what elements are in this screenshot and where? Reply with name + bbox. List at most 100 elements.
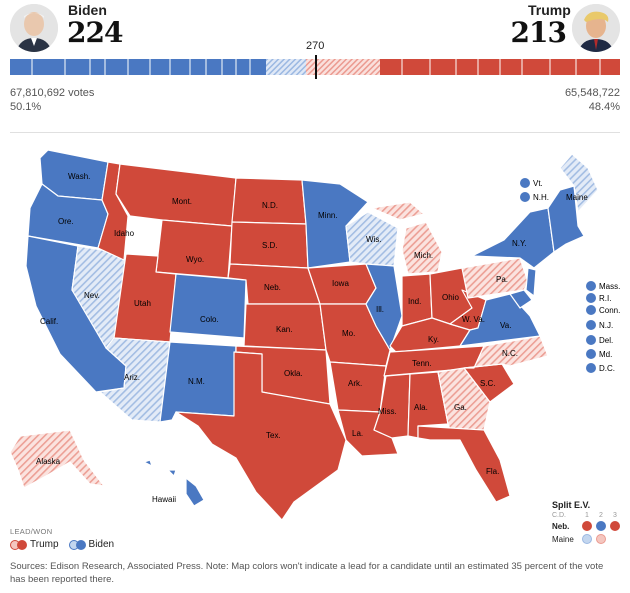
label-va: Va. xyxy=(500,321,511,330)
marker-vt[interactable] xyxy=(520,178,530,188)
state-ill[interactable] xyxy=(365,263,403,351)
state-colo[interactable] xyxy=(169,273,247,339)
label-vt: Vt. xyxy=(533,179,543,188)
marker-nh[interactable] xyxy=(520,192,530,202)
marker-nj[interactable] xyxy=(586,320,596,330)
label-nd: N.D. xyxy=(262,201,278,210)
trump-legend-swatch xyxy=(10,539,27,550)
footnote: Sources: Edison Research, Associated Pre… xyxy=(10,561,604,585)
neb-cd2-dot xyxy=(596,521,606,531)
legend-biden: Biden xyxy=(88,539,115,550)
label-nm: N.M. xyxy=(188,377,205,386)
label-kan: Kan. xyxy=(276,325,292,334)
maine-cd2-dot xyxy=(596,534,606,544)
header-divider xyxy=(10,132,620,133)
label-mont: Mont. xyxy=(172,197,192,206)
label-minn: Minn. xyxy=(318,211,338,220)
threshold-label: 270 xyxy=(306,40,325,52)
marker-del[interactable] xyxy=(586,335,596,345)
state-maine[interactable] xyxy=(559,153,599,213)
split-ev-neb: Neb. xyxy=(552,521,570,531)
label-ariz: Ariz. xyxy=(124,373,140,382)
biden-name: Biden xyxy=(68,2,107,18)
label-ala: Ala. xyxy=(414,403,428,412)
label-ill: Ill. xyxy=(376,305,384,314)
label-nev: Nev. xyxy=(84,291,100,300)
label-sc: S.C. xyxy=(480,379,496,388)
trump-name: Trump xyxy=(528,2,571,18)
split-ev-col-1: 1 xyxy=(585,512,589,519)
label-la: La. xyxy=(352,429,363,438)
label-nj: N.J. xyxy=(599,321,613,330)
label-nc: N.C. xyxy=(502,349,518,358)
label-conn: Conn. xyxy=(599,306,620,315)
maine-cd1-dot xyxy=(582,534,592,544)
neb-cd3-dot xyxy=(610,521,620,531)
small-state-markers xyxy=(520,178,596,373)
label-pa: Pa. xyxy=(496,275,508,284)
state-nc[interactable] xyxy=(463,335,549,369)
label-wis: Wis. xyxy=(366,235,382,244)
label-nh: N.H. xyxy=(533,193,549,202)
biden-ev-count: 224 xyxy=(67,16,123,49)
label-ri: R.I. xyxy=(599,294,611,303)
label-ohio: Ohio xyxy=(442,293,459,302)
label-ore: Ore. xyxy=(58,217,74,226)
split-ev-title: Split E.V. xyxy=(552,500,591,510)
split-ev-panel: Split E.V. C.D. 1 2 3 Neb. Maine xyxy=(552,500,622,544)
label-mo: Mo. xyxy=(342,329,355,338)
state-tex[interactable] xyxy=(175,351,347,520)
trump-ev-count: 213 xyxy=(510,16,567,49)
label-hawaii: Hawaii xyxy=(152,495,176,504)
state-wyo[interactable] xyxy=(155,219,233,279)
label-neb: Neb. xyxy=(264,283,281,292)
marker-ri[interactable] xyxy=(586,293,596,303)
label-del: Del. xyxy=(599,336,613,345)
trump-avatar xyxy=(572,4,620,52)
label-ind: Ind. xyxy=(408,297,421,306)
label-wash: Wash. xyxy=(68,172,90,181)
label-sd: S.D. xyxy=(262,241,278,250)
label-tex: Tex. xyxy=(266,431,281,440)
label-mich: Mich. xyxy=(414,251,433,260)
label-wyo: Wyo. xyxy=(186,255,204,264)
split-ev-col-3: 3 xyxy=(613,512,617,519)
label-utah: Utah xyxy=(134,299,151,308)
biden-legend-swatch xyxy=(68,539,86,550)
label-alaska: Alaska xyxy=(36,457,61,466)
state-alaska[interactable] xyxy=(9,429,105,489)
label-ky: Ky. xyxy=(428,335,439,344)
state-md-del[interactable] xyxy=(509,289,533,309)
state-mont[interactable] xyxy=(115,163,237,227)
label-idaho: Idaho xyxy=(114,229,135,238)
label-maine: Maine xyxy=(566,193,588,202)
label-mass: Mass. xyxy=(599,282,620,291)
label-ga: Ga. xyxy=(454,403,467,412)
biden-votes: 67,810,692 votes xyxy=(10,87,95,99)
marker-mass[interactable] xyxy=(586,281,596,291)
label-miss: Miss. xyxy=(378,407,397,416)
state-new-england[interactable] xyxy=(547,185,585,253)
label-calif: Calif. xyxy=(40,317,58,326)
label-fla: Fla. xyxy=(486,467,499,476)
label-tenn: Tenn. xyxy=(412,359,432,368)
marker-conn[interactable] xyxy=(586,305,596,315)
label-dc: D.C. xyxy=(599,364,615,373)
state-fla[interactable] xyxy=(417,425,511,503)
marker-md[interactable] xyxy=(586,349,596,359)
label-ark: Ark. xyxy=(348,379,362,388)
trump-pct: 48.4% xyxy=(588,101,620,113)
split-ev-maine: Maine xyxy=(552,534,574,544)
state-nj[interactable] xyxy=(525,267,537,297)
marker-dc[interactable] xyxy=(586,363,596,373)
biden-avatar xyxy=(10,4,58,52)
label-ny: N.Y. xyxy=(512,239,527,248)
label-wva: W. Va. xyxy=(462,315,485,324)
us-election-map: Wash. Ore. Calif. Nev. Idaho Mont. Wyo. … xyxy=(9,149,620,520)
state-hawaii[interactable] xyxy=(143,459,205,507)
label-iowa: Iowa xyxy=(332,279,349,288)
lead-won-legend: LEAD/WON Trump Biden xyxy=(10,527,114,550)
electoral-vote-bar xyxy=(10,55,620,79)
label-colo: Colo. xyxy=(200,315,219,324)
legend-title: LEAD/WON xyxy=(10,527,53,536)
